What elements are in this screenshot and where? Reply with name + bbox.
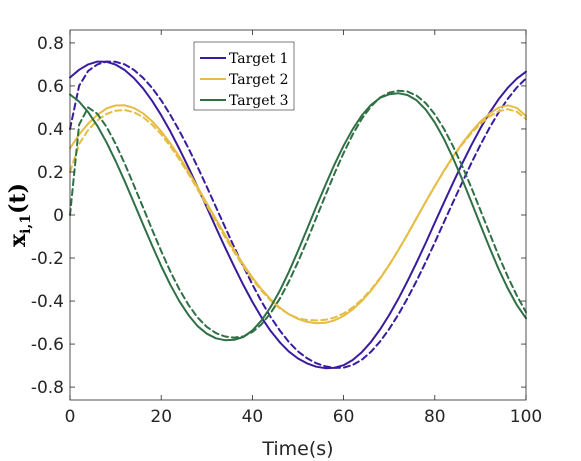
y-tick-label: -0.4 xyxy=(31,292,64,312)
y-tick-label: 0.4 xyxy=(37,120,64,140)
series-layer xyxy=(69,60,527,370)
y-tick-label: 0.8 xyxy=(37,34,64,54)
series-line-target-1 xyxy=(69,60,527,370)
legend-label-target-1: Target 1 xyxy=(229,51,289,67)
y-axis-label-base: x xyxy=(5,233,31,247)
y-axis-label-sub: i,1 xyxy=(18,214,34,234)
legend-box xyxy=(193,41,295,111)
y-axis-label: xi,1(t) xyxy=(5,183,34,247)
y-axis-label-arg: (t) xyxy=(5,183,31,214)
x-tick-label: 0 xyxy=(65,407,76,427)
series-line-target-3 xyxy=(69,92,527,342)
series-line-series-2-dashed xyxy=(69,60,527,369)
legend-label-target-2: Target 2 xyxy=(229,72,289,88)
y-tick-label: -0.8 xyxy=(31,378,64,398)
x-tick-label: 40 xyxy=(242,407,264,427)
y-tick-label: -0.2 xyxy=(31,249,64,269)
svg-text:xi,1(t): xi,1(t) xyxy=(5,183,34,247)
x-tick-label: 20 xyxy=(150,407,172,427)
x-tick-label: 80 xyxy=(424,407,446,427)
x-tick-label: 100 xyxy=(510,407,542,427)
legend: Target 1 Target 2 Target 3 xyxy=(193,41,295,111)
y-tick-label: 0 xyxy=(53,206,64,226)
legend-label-target-3: Target 3 xyxy=(229,93,289,109)
y-tick-label: -0.6 xyxy=(31,335,64,355)
y-tick-label: 0.6 xyxy=(37,77,64,97)
series-line-series-6-dashed xyxy=(69,89,527,339)
x-axis-label: Time(s) xyxy=(261,438,333,460)
y-tick-label: 0.2 xyxy=(37,163,64,183)
x-tick-label: 60 xyxy=(333,407,355,427)
ticks-layer: 0 20 40 60 80 100 -0.8 -0.6 -0.4 -0.2 0 0.2 0.4 0.6 0.… xyxy=(31,30,542,427)
series-line-series-4-dashed xyxy=(69,108,527,322)
